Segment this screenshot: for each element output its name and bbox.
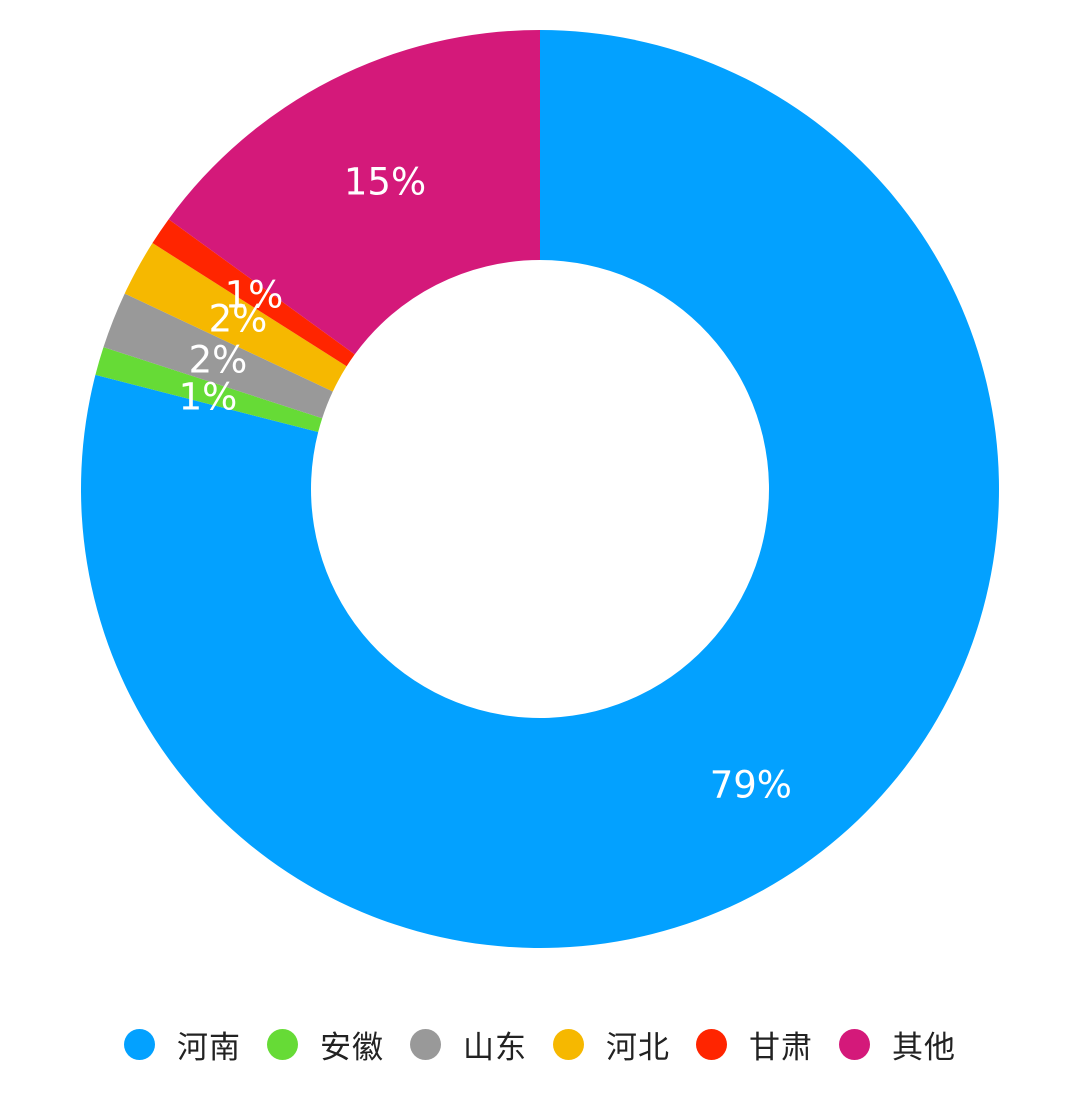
slice-henan (81, 30, 999, 948)
legend-item-henan: 河南 (124, 1022, 241, 1067)
legend-swatch-hebei (553, 1028, 584, 1060)
slice-shandong (103, 293, 333, 419)
donut-chart: 79%1%2%2%1%15% (81, 30, 999, 948)
legend-label-henan: 河南 (177, 1029, 241, 1066)
slice-label-gansu: 1% (225, 274, 284, 317)
legend-item-shandong: 山东 (410, 1022, 527, 1067)
slice-label-henan: 79% (710, 763, 792, 806)
slice-label-other: 15% (344, 161, 426, 204)
legend-swatch-gansu (696, 1028, 727, 1060)
legend-label-gansu: 甘肃 (749, 1029, 813, 1066)
legend-label-hebei: 河北 (606, 1029, 670, 1066)
legend-label-anhui: 安徽 (320, 1029, 384, 1066)
legend-label-other: 其他 (892, 1029, 956, 1066)
legend-swatch-shandong (410, 1028, 441, 1060)
slice-hebei (124, 243, 347, 392)
legend-label-shandong: 山东 (463, 1029, 527, 1066)
legend-swatch-anhui (267, 1028, 298, 1060)
legend-swatch-other (839, 1028, 870, 1060)
legend-item-hebei: 河北 (553, 1022, 670, 1067)
slice-label-shandong: 2% (189, 339, 248, 382)
legend-item-anhui: 安徽 (267, 1022, 384, 1067)
legend-item-gansu: 甘肃 (696, 1022, 813, 1067)
legend: 河南 安徽 山东 河北 甘肃 其他 (0, 1020, 1080, 1068)
legend-swatch-henan (124, 1028, 155, 1060)
slice-other (168, 30, 540, 355)
slice-gansu (152, 219, 355, 367)
slice-anhui (95, 347, 323, 433)
slice-label-hebei: 2% (209, 298, 268, 341)
slice-label-anhui: 1% (179, 376, 238, 419)
legend-item-other: 其他 (839, 1022, 956, 1067)
